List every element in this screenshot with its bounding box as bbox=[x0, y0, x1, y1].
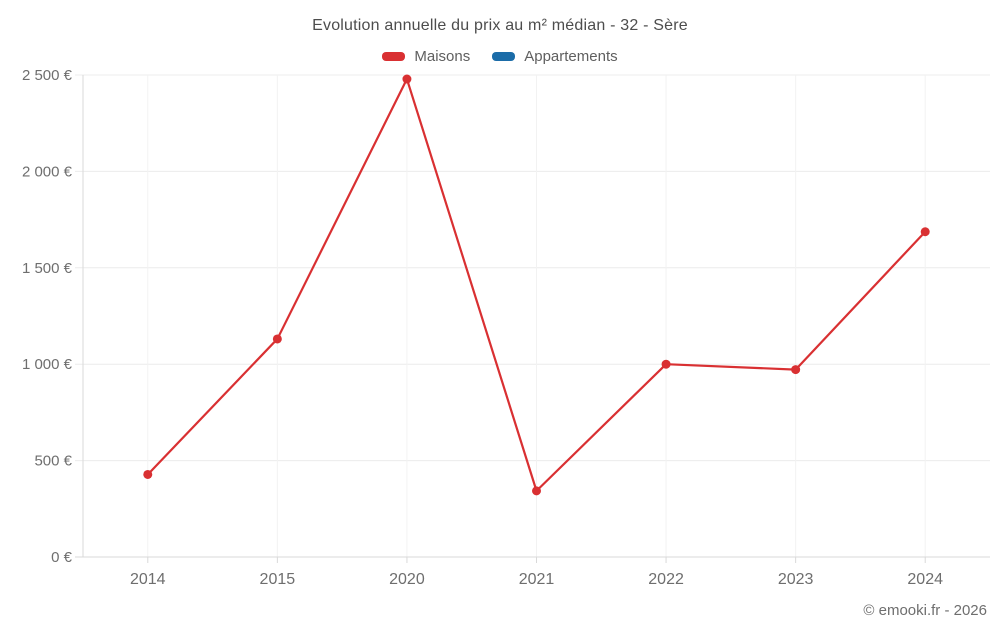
x-tick-label: 2024 bbox=[907, 571, 943, 588]
x-tick-label: 2021 bbox=[519, 571, 555, 588]
legend: Maisons Appartements bbox=[0, 45, 1000, 67]
legend-item-appartements[interactable]: Appartements bbox=[492, 47, 618, 65]
y-tick-label: 1 000 € bbox=[22, 356, 73, 373]
data-point-maisons-2015[interactable] bbox=[272, 334, 282, 344]
legend-label-maisons: Maisons bbox=[414, 47, 471, 65]
appartements-swatch-icon bbox=[492, 51, 516, 61]
y-tick-label: 500 € bbox=[34, 453, 72, 470]
data-point-maisons-2014[interactable] bbox=[143, 469, 153, 479]
legend-label-appartements: Appartements bbox=[524, 47, 618, 65]
x-tick-label: 2023 bbox=[778, 571, 814, 588]
x-tick-label: 2022 bbox=[648, 571, 684, 588]
x-tick-label: 2020 bbox=[389, 571, 425, 588]
y-tick-label: 1 500 € bbox=[22, 260, 73, 277]
chart-title: Evolution annuelle du prix au m² médian … bbox=[312, 17, 688, 34]
data-point-maisons-2024[interactable] bbox=[920, 227, 930, 237]
data-point-maisons-2020[interactable] bbox=[402, 74, 412, 84]
x-tick-label: 2014 bbox=[130, 571, 166, 588]
maisons-swatch-icon bbox=[382, 51, 406, 61]
data-point-maisons-2023[interactable] bbox=[791, 365, 801, 375]
legend-item-maisons[interactable]: Maisons bbox=[382, 48, 470, 65]
y-tick-label: 2 000 € bbox=[22, 163, 73, 180]
data-point-maisons-2021[interactable] bbox=[532, 486, 541, 496]
x-tick-label: 2015 bbox=[260, 571, 296, 588]
y-tick-label: 0 € bbox=[51, 549, 73, 566]
data-point-maisons-2022[interactable] bbox=[661, 359, 671, 369]
footer-credit: © emooki.fr - 2026 bbox=[863, 602, 987, 619]
y-tick-label: 2 500 € bbox=[22, 67, 73, 84]
